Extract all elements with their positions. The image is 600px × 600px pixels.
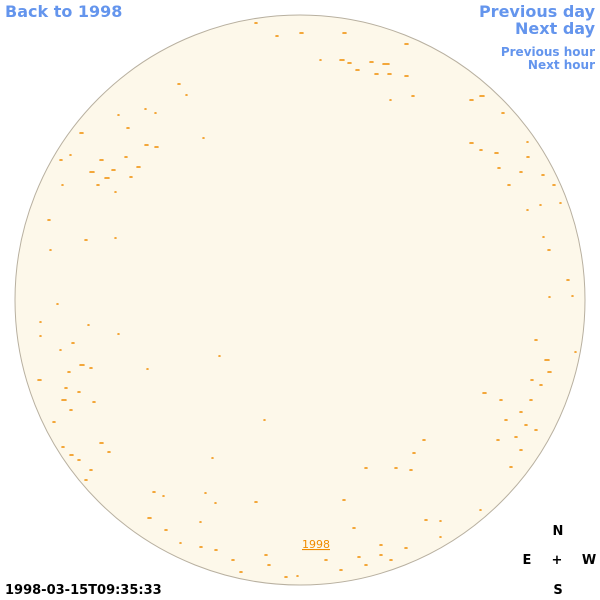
compass-west: W [582,553,596,568]
compass-center: + [552,553,563,568]
year-link[interactable]: 1998 [302,538,330,551]
timestamp: 1998-03-15T09:35:33 [5,583,162,598]
previous-hour-link[interactable]: Previous hour [501,45,595,59]
compass-east: E [523,553,532,568]
solar-features [37,22,577,578]
compass-south: S [553,583,562,598]
back-link[interactable]: Back to 1998 [5,2,122,21]
previous-day-link[interactable]: Previous day [479,2,596,21]
next-hour-link[interactable]: Next hour [528,58,595,72]
compass-north: N [553,524,564,539]
next-day-link[interactable]: Next day [515,19,596,38]
solar-disk [14,14,586,586]
